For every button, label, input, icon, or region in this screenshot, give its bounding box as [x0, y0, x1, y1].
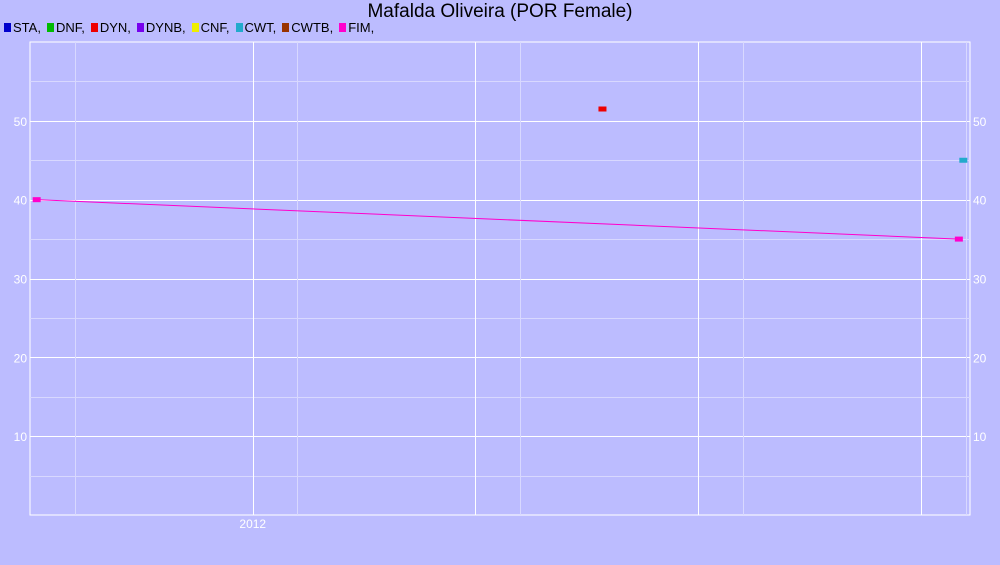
- y-tick-label-right: 40: [973, 194, 987, 208]
- legend-label: DYN,: [99, 20, 131, 35]
- y-tick-label-left: 10: [14, 430, 28, 444]
- data-point: [954, 236, 963, 242]
- data-point: [598, 106, 607, 112]
- y-tick-label-left: 20: [14, 351, 28, 365]
- legend-label: DYNB,: [145, 20, 186, 35]
- data-point: [32, 197, 41, 203]
- y-tick-label-left: 40: [14, 194, 28, 208]
- y-tick-label-right: 10: [973, 430, 987, 444]
- y-tick-label-right: 50: [973, 115, 987, 129]
- legend-item: DNF,: [46, 20, 85, 35]
- legend-item: CNF,: [191, 20, 230, 35]
- legend-swatch: [191, 23, 199, 32]
- legend-swatch: [90, 23, 98, 32]
- legend-label: FIM,: [348, 20, 375, 35]
- y-tick-label-left: 30: [14, 273, 28, 287]
- legend: STA, DNF, DYN, DYNB, CNF, CWT, CWTB, FIM,: [4, 20, 380, 35]
- legend-label: STA,: [13, 20, 41, 35]
- legend-item: CWT,: [235, 20, 277, 35]
- legend-label: DNF,: [55, 20, 85, 35]
- fim-trend-line: [36, 199, 959, 240]
- x-tick-label: 2012: [239, 517, 266, 531]
- legend-label: CWTB,: [291, 20, 334, 35]
- y-tick-label-right: 20: [973, 351, 987, 365]
- plot-frame: [29, 41, 971, 516]
- legend-item: STA,: [4, 20, 41, 35]
- y-tick-label-left: 50: [14, 115, 28, 129]
- legend-swatch: [339, 23, 347, 32]
- legend-swatch: [136, 23, 144, 32]
- legend-item: DYN,: [90, 20, 131, 35]
- legend-label: CWT,: [244, 20, 277, 35]
- legend-item: DYNB,: [136, 20, 186, 35]
- legend-swatch: [282, 23, 290, 32]
- legend-item: FIM,: [339, 20, 374, 35]
- legend-swatch: [235, 23, 243, 32]
- chart-title: Mafalda Oliveira (POR Female): [367, 1, 633, 22]
- legend-swatch: [4, 23, 11, 32]
- legend-swatch: [46, 23, 54, 32]
- legend-label: CNF,: [200, 20, 230, 35]
- y-tick-label-right: 30: [973, 273, 987, 287]
- data-point: [959, 157, 968, 163]
- legend-item: CWTB,: [282, 20, 333, 35]
